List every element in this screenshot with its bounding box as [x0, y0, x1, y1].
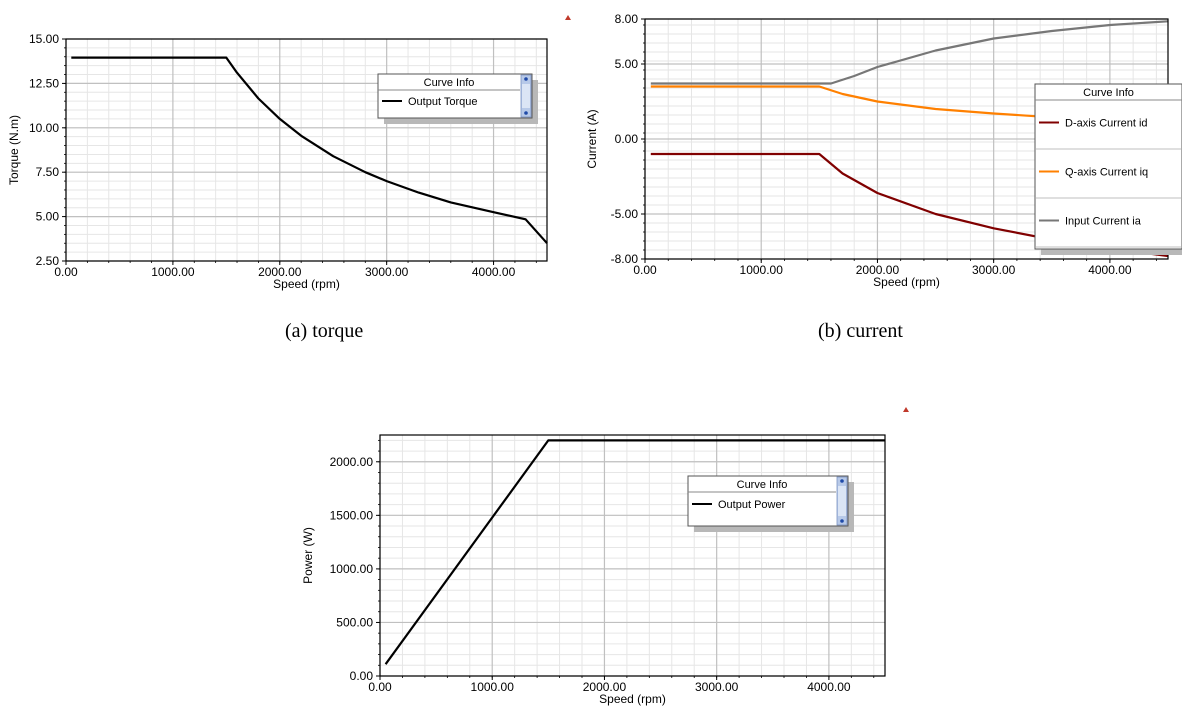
y-tick-label: 2.50 [36, 254, 60, 268]
y-tick-label: 12.50 [29, 76, 59, 90]
plot-frame [65, 38, 548, 262]
x-tick-label: 0.00 [368, 680, 392, 694]
plot-frame [379, 434, 886, 677]
legend-entry-1: D-axis Current id [1065, 118, 1148, 130]
curve-info-legend: Curve Info Output Torque [377, 73, 538, 124]
y-tick-label: 10.00 [29, 121, 59, 135]
marker-triangle-icon [903, 407, 909, 412]
legend-box [377, 73, 533, 119]
x-tick-label: 4000.00 [807, 680, 851, 694]
legend-scroll-up-icon [840, 479, 844, 483]
y-tick-label: 1500.00 [330, 508, 374, 522]
x-tick-label: 1000.00 [740, 263, 784, 277]
y-tick-label: 500.00 [336, 615, 373, 629]
x-axis-label: Speed (rpm) [599, 692, 666, 706]
legend-entry-2: Q-axis Current iq [1065, 167, 1148, 179]
legend-entry-1: Output Power [718, 499, 786, 511]
legend-box [1034, 83, 1182, 250]
x-axis-label: Speed (rpm) [873, 275, 940, 289]
legend-entry-1: Output Torque [408, 96, 478, 108]
y-tick-label: 15.00 [29, 32, 59, 46]
x-tick-label: 3000.00 [365, 265, 409, 279]
y-tick-label: 5.00 [36, 210, 60, 224]
y-tick-label: 7.50 [36, 165, 60, 179]
torque-chart: 0.00 1000.00 2000.00 3000.00 4000.00 2.50 5.00… [7, 15, 571, 291]
legend-scroll-down-icon [524, 111, 528, 115]
legend-box [687, 475, 849, 527]
y-axis-label: Torque (N.m) [7, 115, 21, 185]
x-tick-label: 0.00 [54, 265, 78, 279]
legend-scroll-thumb [522, 84, 530, 108]
x-tick-label: 1000.00 [471, 680, 515, 694]
caption-current: (b) current [818, 320, 903, 342]
x-tick-label: 3000.00 [695, 680, 739, 694]
x-tick-label: 2000.00 [583, 680, 627, 694]
x-axis-label: Speed (rpm) [273, 277, 340, 291]
plot-area [380, 435, 885, 676]
legend-scroll-up-icon [524, 77, 528, 81]
legend-title: Curve Info [1083, 87, 1134, 99]
y-tick-label: -5.00 [611, 207, 639, 221]
x-tick-label: 2000.00 [258, 265, 302, 279]
curve-info-legend: Curve Info Output Power [687, 475, 854, 532]
y-tick-label: 0.00 [615, 132, 639, 146]
x-tick-label: 4000.00 [1088, 263, 1132, 277]
y-tick-label: 8.00 [615, 12, 639, 26]
legend-title: Curve Info [424, 77, 475, 89]
current-chart: 0.00 1000.00 2000.00 3000.00 4000.00 -8.00 -5.… [585, 12, 1182, 289]
x-tick-label: 1000.00 [151, 265, 195, 279]
plot-area [66, 39, 547, 261]
caption-torque: (a) torque [285, 320, 364, 342]
y-tick-label: 0.00 [350, 669, 374, 683]
legend-scroll-thumb [838, 486, 846, 516]
y-tick-label: 5.00 [615, 57, 639, 71]
x-tick-label: 4000.00 [472, 265, 516, 279]
marker-triangle-icon [565, 15, 571, 20]
legend-entry-3: Input Current ia [1065, 216, 1142, 228]
power-chart: 0.00 1000.00 2000.00 3000.00 4000.00 0.00 500.… [301, 407, 909, 706]
y-axis-label: Power (W) [301, 527, 315, 584]
series-line-3 [650, 20, 1169, 85]
x-tick-label: 3000.00 [972, 263, 1016, 277]
legend-title: Curve Info [737, 479, 788, 491]
y-tick-label: -8.00 [611, 252, 639, 266]
curve-info-legend: Curve Info D-axis Current id Q-axis Curren… [1034, 83, 1182, 255]
y-axis-label: Current (A) [585, 109, 599, 168]
y-tick-label: 2000.00 [330, 455, 374, 469]
series-line-1 [71, 56, 548, 244]
x-tick-label: 2000.00 [856, 263, 900, 277]
series-line-1 [384, 439, 885, 665]
legend-scroll-down-icon [840, 519, 844, 523]
y-tick-label: 1000.00 [330, 562, 374, 576]
x-tick-label: 0.00 [633, 263, 657, 277]
